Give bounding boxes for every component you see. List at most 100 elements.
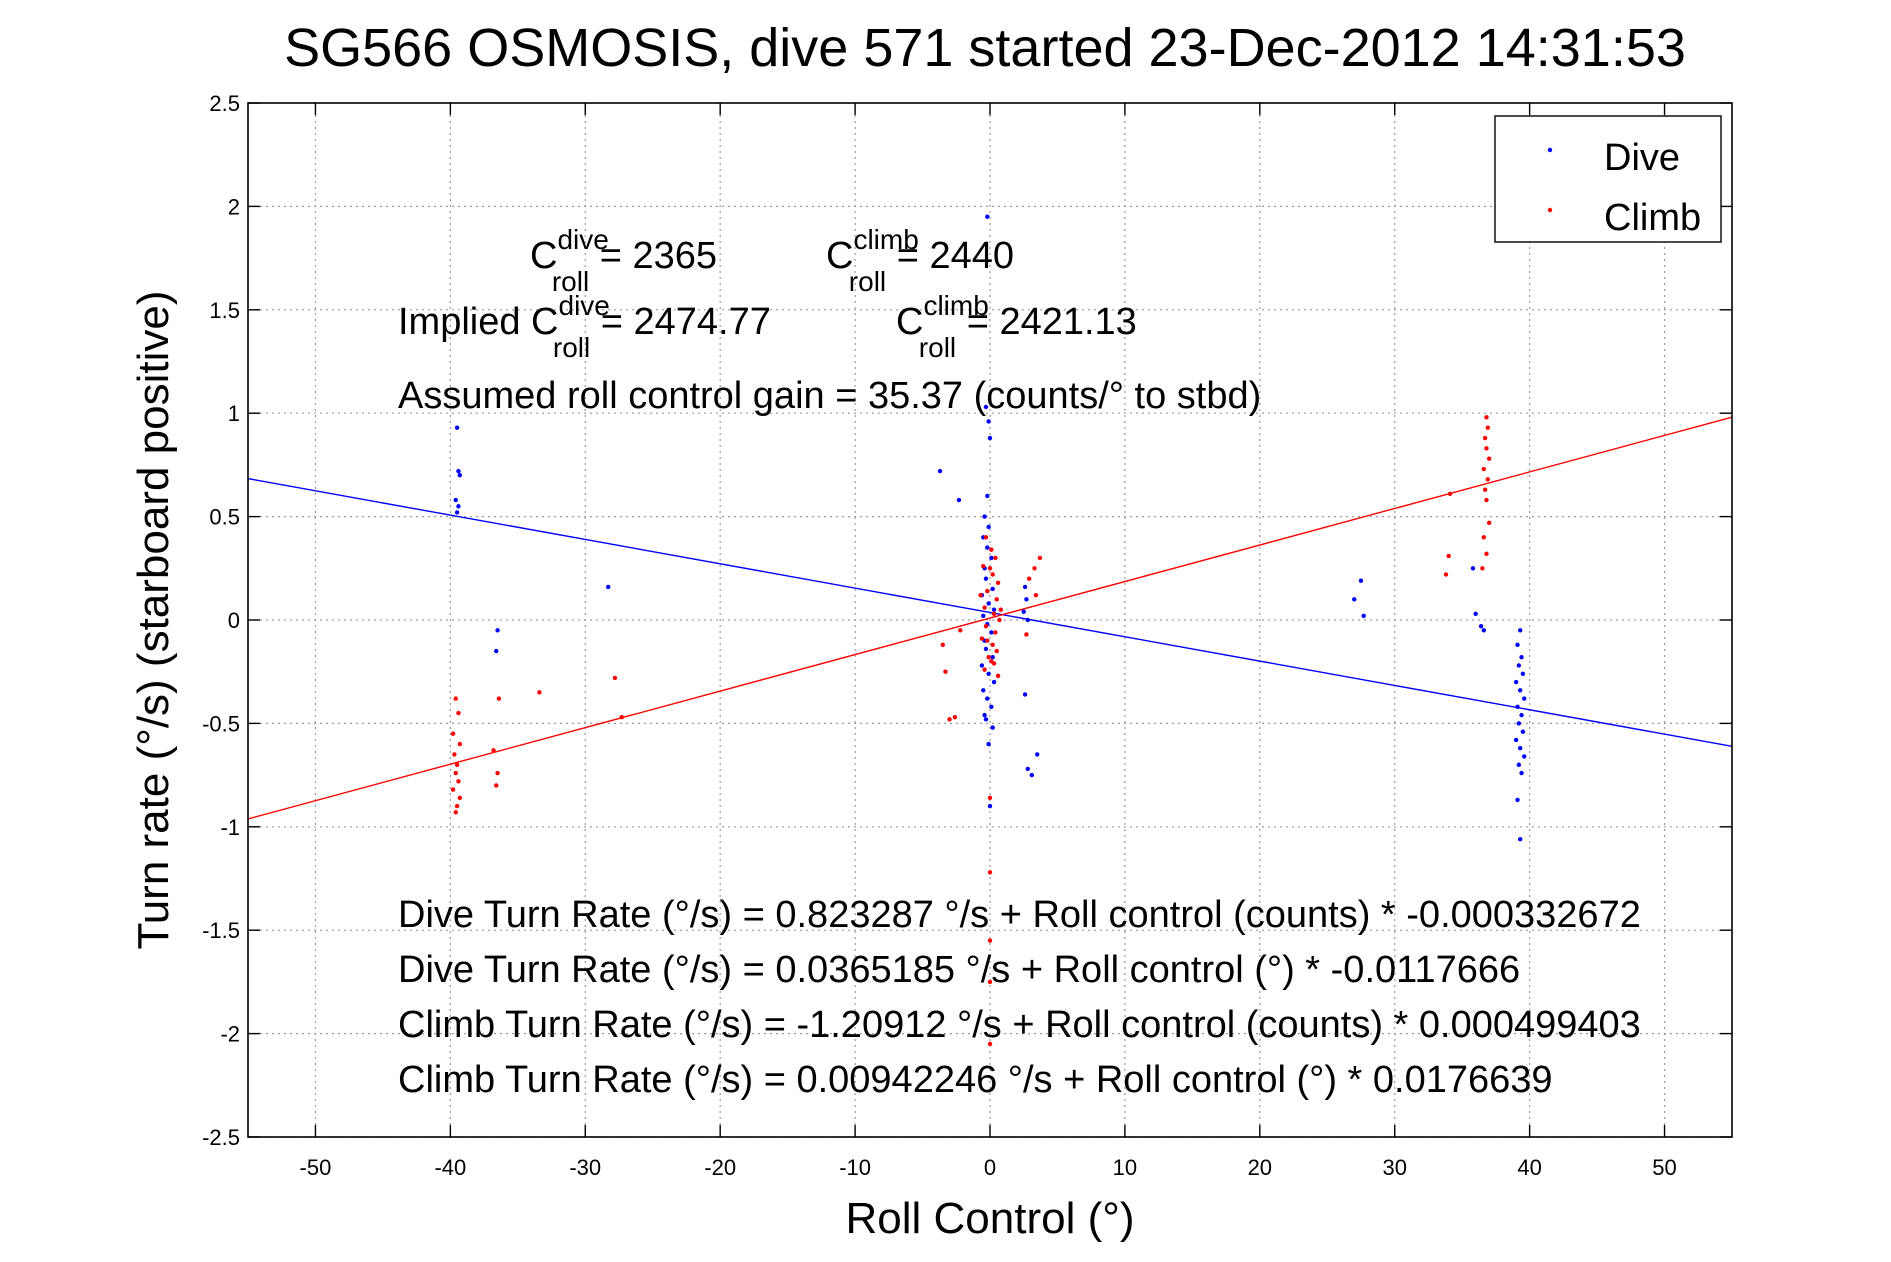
climb-point (990, 572, 995, 577)
climb-point (496, 696, 502, 701)
dive-point (989, 704, 994, 710)
dive-point (987, 803, 993, 809)
dive-point (1029, 772, 1035, 778)
legend-dive-marker (1547, 147, 1553, 153)
annotations: Cdive roll = 2365 Cclimb roll = 2440 Impli… (398, 224, 1641, 1101)
dive-point (1519, 712, 1524, 718)
climb-point (995, 673, 1001, 679)
dive-point (454, 425, 460, 430)
climb-point (987, 1041, 993, 1047)
climb-point (983, 535, 989, 540)
climb-point (989, 547, 994, 552)
dive-point (986, 741, 991, 747)
dive-point (1513, 679, 1519, 685)
climb-point (952, 714, 958, 720)
climb-point (1443, 572, 1449, 577)
x-tick-label: -50 (300, 1155, 332, 1180)
axis-ticks: -50 -40 -30 -20 -10 0 10 20 30 40 50 2.5 2 1.5 1 0.5 0 -0… (202, 91, 1732, 1180)
dive-point (1035, 752, 1040, 757)
climb-point (456, 779, 461, 784)
dive-point (456, 468, 461, 474)
climb-point (1481, 535, 1486, 540)
dive-point (1516, 721, 1522, 726)
climb-point (457, 741, 463, 747)
dive-point (1358, 578, 1364, 583)
dive-point (1025, 766, 1030, 772)
climb-point (454, 803, 460, 809)
dive-point (979, 663, 985, 668)
legend: Dive Climb (1494, 115, 1722, 243)
dive-point (1481, 628, 1486, 633)
legend-climb-marker (1547, 207, 1553, 213)
dive-point (986, 419, 991, 424)
climb-point (612, 675, 618, 681)
climb-point (450, 787, 456, 792)
climb-point (994, 648, 999, 654)
dive-point (1515, 704, 1520, 710)
dive-point (453, 497, 458, 503)
dive-point (1517, 746, 1523, 751)
climb-point (1486, 456, 1492, 461)
climb-point (947, 717, 952, 722)
climb-point (453, 696, 458, 701)
climb-point (983, 624, 989, 629)
dive-point (987, 435, 993, 441)
dive-point (1519, 655, 1524, 660)
dive-point (989, 555, 994, 561)
dive-point (989, 630, 994, 635)
climb-point (958, 628, 963, 633)
dive-point (1025, 617, 1030, 623)
climb-point (1486, 520, 1492, 526)
y-tick-label: 1.5 (209, 298, 240, 323)
climb-point (978, 592, 983, 598)
climb-point (1024, 632, 1029, 637)
dive-point (990, 655, 995, 660)
climb-point (979, 636, 985, 641)
dive-point (986, 671, 991, 676)
dive-point (456, 504, 461, 509)
climb-point (1480, 566, 1485, 571)
climb-point (456, 710, 461, 716)
y-tick-label: -1 (220, 815, 240, 840)
dive-point (985, 696, 990, 701)
dive-point (937, 468, 943, 474)
climb-point (990, 642, 995, 648)
climb-point (452, 752, 457, 757)
dive-point (991, 607, 997, 612)
climb-point (457, 795, 463, 801)
climb-point (998, 607, 1003, 612)
dive-point (981, 688, 986, 693)
climb-point (982, 667, 987, 672)
climb-point (987, 566, 993, 571)
climb-point (987, 979, 993, 985)
annotation-roll-gain: Assumed roll control gain = 35.37 (count… (398, 375, 1261, 417)
x-tick-label: -10 (839, 1155, 871, 1180)
climb-point (1026, 576, 1032, 581)
dive-point (1022, 692, 1028, 697)
legend-climb-label: Climb (1604, 197, 1701, 239)
climb-point (940, 642, 945, 648)
dive-point (1517, 688, 1523, 693)
climb-point (453, 770, 458, 776)
dive-point (983, 404, 989, 410)
dive-point (986, 601, 991, 606)
climb-point (1481, 466, 1486, 472)
fit-lines (247, 416, 1733, 820)
dive-point (1517, 837, 1523, 842)
dive-point (1021, 609, 1026, 614)
climb-point (943, 669, 948, 674)
y-tick-label: -1.5 (202, 918, 240, 943)
annotation-c-dive: Cdive roll = 2365 (530, 224, 717, 297)
dive-point (1516, 762, 1522, 767)
annotation-dive-eq-degrees: Dive Turn Rate (°/s) = 0.0365185 °/s + R… (398, 949, 1520, 991)
annotation-climb-eq-counts: Climb Turn Rate (°/s) = -1.20912 °/s + R… (398, 1004, 1641, 1046)
climb-point (1484, 497, 1489, 503)
climb-point (993, 630, 998, 635)
climb-point (453, 810, 458, 815)
dive-point (985, 545, 990, 550)
dive-point (982, 712, 987, 718)
climb-point (997, 617, 1002, 623)
dive-point (1517, 628, 1523, 633)
y-tick-label: 0 (228, 608, 240, 633)
dive-point (457, 473, 463, 478)
